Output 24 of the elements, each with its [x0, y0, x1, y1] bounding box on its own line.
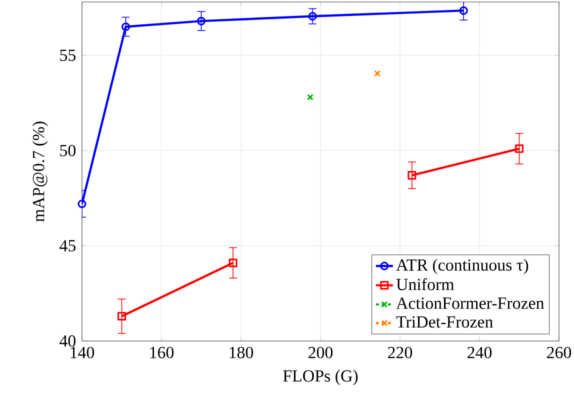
x-tick-label: 180: [230, 346, 254, 358]
x-tick-label: 220: [388, 346, 412, 358]
point: [514, 144, 524, 153]
legend-label: TriDet-Frozen: [396, 316, 493, 328]
y-axis-title: mAP@0.7 (%): [32, 122, 48, 222]
legend-label: ATR (continuous τ): [396, 258, 528, 274]
point: [374, 70, 381, 77]
y-tick-label: 40: [60, 335, 76, 347]
legend-label: ActionFormer-Frozen: [396, 298, 544, 309]
x-tick-label: 240: [468, 346, 492, 358]
y-tick-label: 45: [60, 240, 76, 252]
legend-label: Uniform: [396, 278, 454, 290]
x-tick-label: 260: [547, 346, 572, 358]
point: [228, 258, 238, 268]
x-tick-label: 160: [150, 346, 174, 358]
y-tick-label: 55: [60, 50, 76, 61]
y-tick-label: 50: [60, 144, 76, 156]
x-tick-label: 140: [70, 346, 94, 358]
point: [306, 94, 314, 100]
x-tick-label: 200: [308, 346, 333, 358]
point: [408, 171, 416, 180]
x-axis-title: FLOPs (G): [283, 370, 358, 386]
point: [117, 312, 126, 321]
point: [308, 12, 317, 21]
